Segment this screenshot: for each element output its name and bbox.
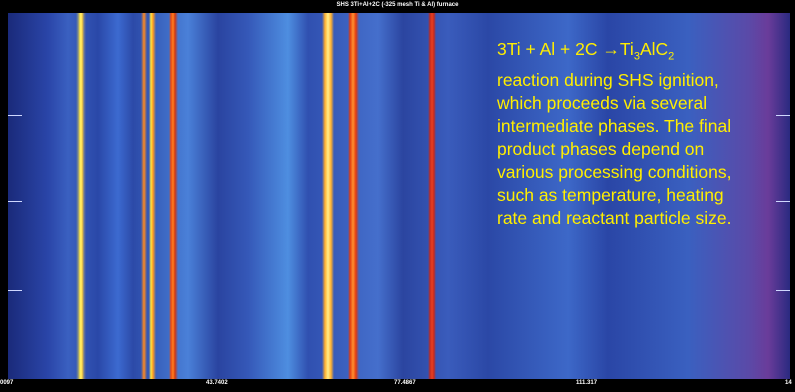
caption-line: rate and reactant particle size. bbox=[497, 207, 732, 228]
caption-line: such as temperature, heating bbox=[497, 184, 724, 205]
tick bbox=[776, 115, 790, 116]
formula: 3Ti + Al + 2C →Ti3AlC2 bbox=[497, 38, 731, 69]
subscript: 2 bbox=[668, 50, 675, 63]
tick bbox=[776, 290, 790, 291]
x-label: 111.317 bbox=[576, 380, 598, 386]
x-label: 14 bbox=[785, 380, 792, 386]
caption-line: various processing conditions, bbox=[497, 161, 732, 182]
x-label: 77.4867 bbox=[394, 380, 416, 386]
caption-line: reaction during SHS ignition, bbox=[497, 69, 719, 90]
tick bbox=[8, 290, 22, 291]
caption-line: which proceeds via several bbox=[497, 92, 708, 113]
heatmap bbox=[8, 13, 790, 379]
subscript: 3 bbox=[633, 50, 640, 63]
tick bbox=[776, 201, 790, 202]
formula-part: 3Ti + Al + 2C →Ti bbox=[497, 39, 634, 59]
caption-line: intermediate phases. The final bbox=[497, 115, 732, 136]
caption: 3Ti + Al + 2C →Ti3AlC2 reaction during S… bbox=[497, 38, 731, 230]
formula-part: AlC bbox=[639, 39, 669, 59]
x-label: 0097 bbox=[0, 380, 14, 386]
x-label: 43.7402 bbox=[206, 380, 228, 386]
tick bbox=[8, 201, 22, 202]
plot-title: SHS 3Ti+Al+2C (-325 mesh Ti & Al) furnac… bbox=[336, 2, 459, 8]
caption-line: product phases depend on bbox=[497, 138, 705, 159]
tick bbox=[8, 115, 22, 116]
